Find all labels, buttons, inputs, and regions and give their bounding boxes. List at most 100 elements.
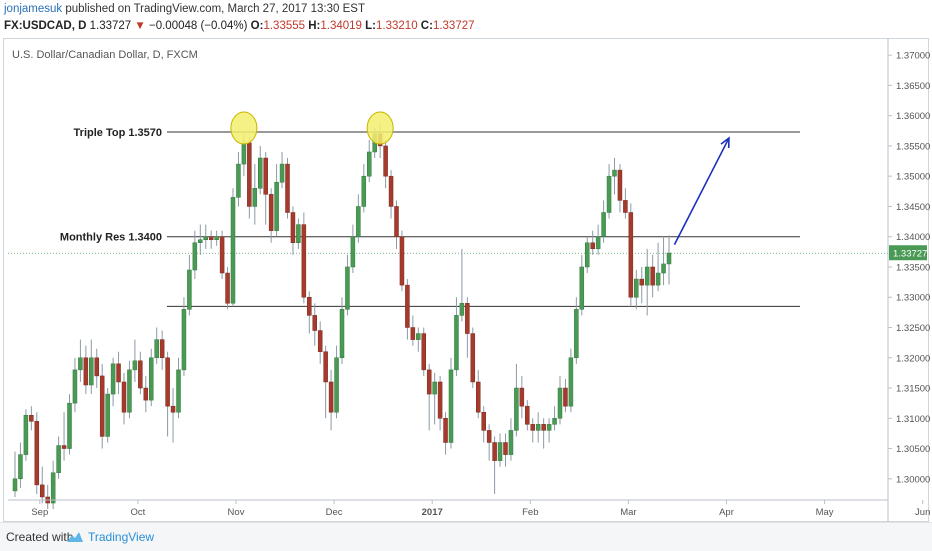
candle-down xyxy=(263,157,268,195)
candle-up xyxy=(585,242,590,268)
candle-up xyxy=(579,266,585,310)
candle-down xyxy=(83,357,89,386)
candle-up xyxy=(666,252,672,265)
candle-up xyxy=(198,239,203,244)
candle-down xyxy=(312,315,317,331)
arrow-head-icon xyxy=(720,136,730,149)
symbol: FX:USDCAD, D xyxy=(4,20,87,32)
tradingview-brand[interactable]: TradingView xyxy=(88,530,155,544)
chart-title: U.S. Dollar/Canadian Dollar, D, FXCM xyxy=(12,49,198,61)
candle-down xyxy=(165,357,170,407)
y-tick-label: 1.34500 xyxy=(896,202,930,213)
candle-down xyxy=(617,169,623,201)
low-value: 1.33210 xyxy=(376,20,418,32)
candle-up xyxy=(274,181,279,231)
candle-down xyxy=(40,484,45,498)
candle-down xyxy=(159,339,165,359)
candle-down xyxy=(34,421,40,486)
candle-up xyxy=(154,339,159,359)
candle-up xyxy=(345,266,350,310)
candle-up xyxy=(105,393,110,437)
candle-up xyxy=(89,357,94,386)
candle-up xyxy=(334,357,339,413)
candle-up xyxy=(214,236,219,240)
created-with-label: Created with xyxy=(6,530,74,544)
candle-up xyxy=(416,333,421,340)
x-tick-label: Feb xyxy=(522,507,538,518)
candle-down xyxy=(290,212,296,244)
y-tick-label: 1.35500 xyxy=(896,141,930,152)
candle-down xyxy=(383,145,388,177)
last-price-badge xyxy=(889,245,927,261)
candle-down xyxy=(61,445,67,449)
publish-line: jonjamesuk published on TradingView.com,… xyxy=(4,3,365,15)
candle-up xyxy=(18,454,23,480)
author-link[interactable]: jonjamesuk xyxy=(4,3,63,15)
low-label: L: xyxy=(365,20,377,32)
candle-up xyxy=(361,175,367,207)
candle-up xyxy=(350,236,356,268)
candle-down xyxy=(590,242,595,250)
candle-down xyxy=(426,369,432,395)
candle-up xyxy=(279,163,285,183)
candle-up xyxy=(187,269,192,310)
candle-down xyxy=(394,206,399,237)
top-highlight-circle xyxy=(366,111,394,145)
candle-down xyxy=(121,381,127,413)
candle-up xyxy=(459,303,465,316)
candle-up xyxy=(552,418,557,425)
candle-up xyxy=(448,369,454,443)
price-chart[interactable]: U.S. Dollar/Canadian Dollar, D, FXCM Tri… xyxy=(0,38,932,522)
candle-down xyxy=(388,175,394,207)
candle-down xyxy=(405,284,410,328)
candle-up xyxy=(454,315,459,371)
candle-up xyxy=(296,224,301,244)
candle-up xyxy=(655,272,661,286)
tradingview-logo-icon[interactable] xyxy=(66,530,84,544)
candle-down xyxy=(486,430,492,443)
candle-down xyxy=(307,296,312,316)
candle-up xyxy=(252,188,258,207)
candle-down xyxy=(481,411,486,431)
candle-down xyxy=(639,278,644,286)
x-tick-label: Apr xyxy=(719,507,734,518)
candle-down xyxy=(443,418,448,443)
candle-up xyxy=(203,236,208,240)
candle-up xyxy=(356,206,361,237)
candle-down xyxy=(323,351,328,383)
candle-down xyxy=(503,442,508,455)
x-tick-label: Oct xyxy=(131,507,146,518)
candle-up xyxy=(192,242,198,271)
candle-up xyxy=(181,309,187,371)
candle-up xyxy=(497,442,503,461)
y-tick-label: 1.33500 xyxy=(896,262,930,273)
candle-down xyxy=(519,387,525,407)
candle-down xyxy=(465,303,470,334)
candle-down xyxy=(247,142,252,207)
chart-frame xyxy=(3,38,929,522)
y-tick-label: 1.33000 xyxy=(896,293,930,304)
candle-down xyxy=(268,194,274,231)
candle-up xyxy=(12,478,18,492)
y-tick-label: 1.30000 xyxy=(896,474,930,485)
candle-up xyxy=(132,360,138,371)
candle-up xyxy=(50,472,56,504)
candle-up xyxy=(56,445,61,474)
x-tick-label: 2017 xyxy=(422,507,443,518)
high-value: 1.34019 xyxy=(320,20,362,32)
y-tick-label: 1.36000 xyxy=(896,111,930,122)
x-tick-label: Sep xyxy=(31,507,48,518)
candle-up xyxy=(236,163,241,198)
candle-up xyxy=(644,266,650,286)
candle-down xyxy=(563,387,568,407)
down-arrow-icon: ▼ xyxy=(134,20,146,32)
y-tick-label: 1.32500 xyxy=(896,323,930,334)
high-label: H: xyxy=(308,20,321,32)
candle-down xyxy=(225,272,230,304)
candle-down xyxy=(29,415,34,422)
candle-down xyxy=(470,333,476,383)
candle-up xyxy=(601,212,606,237)
candle-down xyxy=(628,212,634,298)
candle-down xyxy=(138,360,143,389)
last-price: 1.33727 xyxy=(89,20,132,32)
